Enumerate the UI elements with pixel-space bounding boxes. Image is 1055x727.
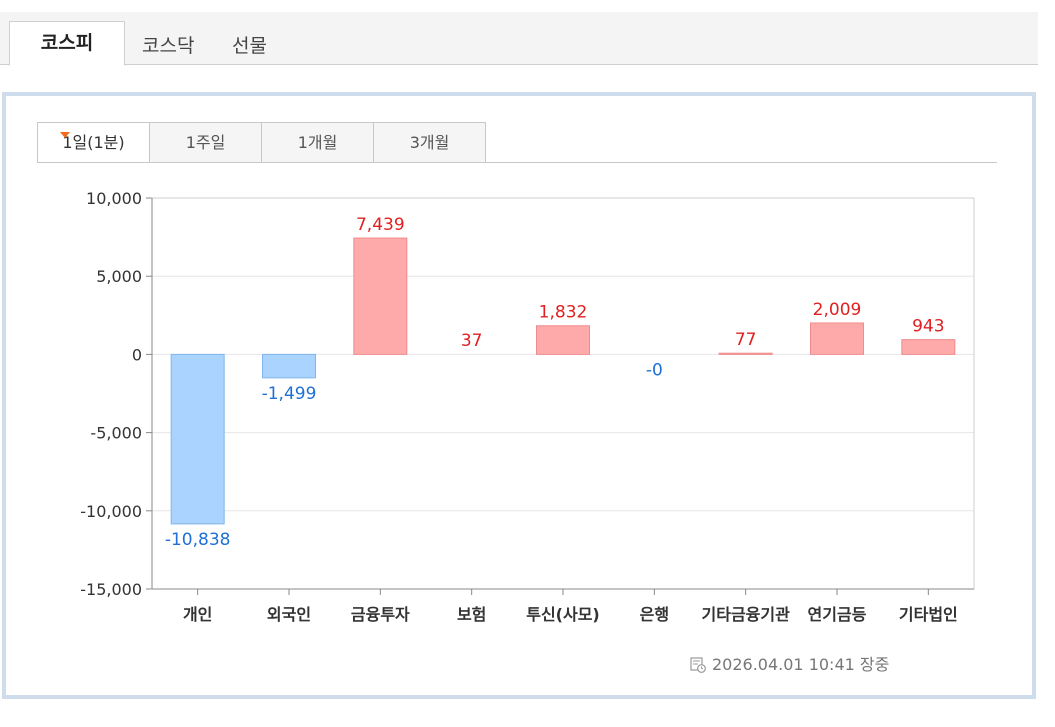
bar	[170, 353, 225, 525]
data-label: 37	[461, 331, 483, 351]
investor-chart-panel: 1일(1분) 1주일 1개월 3개월 10,000 5,000 0 -5,000 -10…	[2, 92, 1036, 699]
data-label: -0	[646, 360, 663, 380]
x-tick-label: 기타금융기관	[702, 605, 791, 624]
data-label: 943	[912, 317, 944, 337]
x-tick-label: 외국인	[267, 605, 311, 624]
y-tick-label: 0	[132, 345, 142, 364]
tab-futures[interactable]: 선물	[232, 35, 267, 57]
bar	[810, 322, 864, 355]
tab-period-1month[interactable]: 1개월	[261, 122, 374, 163]
tab-period-label: 3개월	[409, 133, 450, 152]
data-label: 2,009	[813, 300, 862, 320]
y-tick-label: 5,000	[96, 267, 142, 286]
y-tick-label: -5,000	[90, 424, 142, 443]
investor-net-buy-bar-chart: 10,000 5,000 0 -5,000 -10,000 -15,000 -10,838 개…	[80, 189, 975, 624]
x-tick-label: 투신(사모)	[526, 605, 600, 624]
x-tick-label: 연기금등	[808, 605, 867, 624]
clock-icon	[690, 657, 706, 677]
data-label: -1,499	[262, 384, 317, 404]
x-tick-label: 보험	[457, 605, 486, 624]
y-tick-label: -10,000	[80, 502, 142, 521]
data-label: -10,838	[165, 530, 231, 550]
tab-underline	[37, 162, 997, 163]
x-tick-label: 금융투자	[351, 605, 410, 624]
y-tick-label: -15,000	[80, 580, 142, 599]
tab-kosdaq[interactable]: 코스닥	[142, 35, 195, 57]
bar	[718, 352, 773, 355]
update-timestamp: 2026.04.01 10:41 장중	[690, 651, 889, 677]
tab-kospi[interactable]: 코스피	[9, 21, 125, 66]
bar	[901, 339, 956, 355]
active-tab-caret-icon	[60, 132, 70, 138]
data-label: 7,439	[356, 215, 405, 235]
x-tick-label: 은행	[640, 605, 669, 624]
y-tick-label: 10,000	[86, 189, 142, 208]
timestamp-text: 2026.04.01 10:41 장중	[712, 655, 890, 674]
tab-period-label: 1개월	[297, 133, 338, 152]
tab-period-1day[interactable]: 1일(1분)	[37, 122, 150, 163]
x-tick-label: 개인	[183, 605, 212, 624]
tab-period-label: 1주일	[185, 133, 226, 152]
bar	[262, 353, 316, 379]
bar	[536, 325, 590, 355]
data-label: 77	[735, 330, 757, 350]
bar	[353, 237, 408, 355]
market-tab-bar: 코스피 코스닥 선물	[0, 12, 1038, 66]
data-label: 1,832	[539, 303, 588, 323]
x-tick-label: 기타법인	[899, 605, 958, 624]
tab-period-label: 1일(1분)	[62, 133, 125, 152]
